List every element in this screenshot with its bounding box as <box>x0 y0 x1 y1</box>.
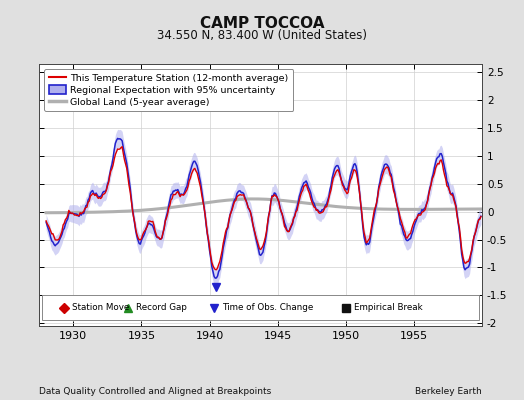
Text: 34.550 N, 83.400 W (United States): 34.550 N, 83.400 W (United States) <box>157 29 367 42</box>
Text: Station Move: Station Move <box>72 303 129 312</box>
Legend: This Temperature Station (12-month average), Regional Expectation with 95% uncer: This Temperature Station (12-month avera… <box>44 69 293 111</box>
Text: Empirical Break: Empirical Break <box>354 303 423 312</box>
FancyBboxPatch shape <box>42 295 479 320</box>
Text: CAMP TOCCOA: CAMP TOCCOA <box>200 16 324 31</box>
Text: Data Quality Controlled and Aligned at Breakpoints: Data Quality Controlled and Aligned at B… <box>39 387 271 396</box>
Text: Berkeley Earth: Berkeley Earth <box>416 387 482 396</box>
Text: Record Gap: Record Gap <box>136 303 187 312</box>
Text: Time of Obs. Change: Time of Obs. Change <box>222 303 313 312</box>
